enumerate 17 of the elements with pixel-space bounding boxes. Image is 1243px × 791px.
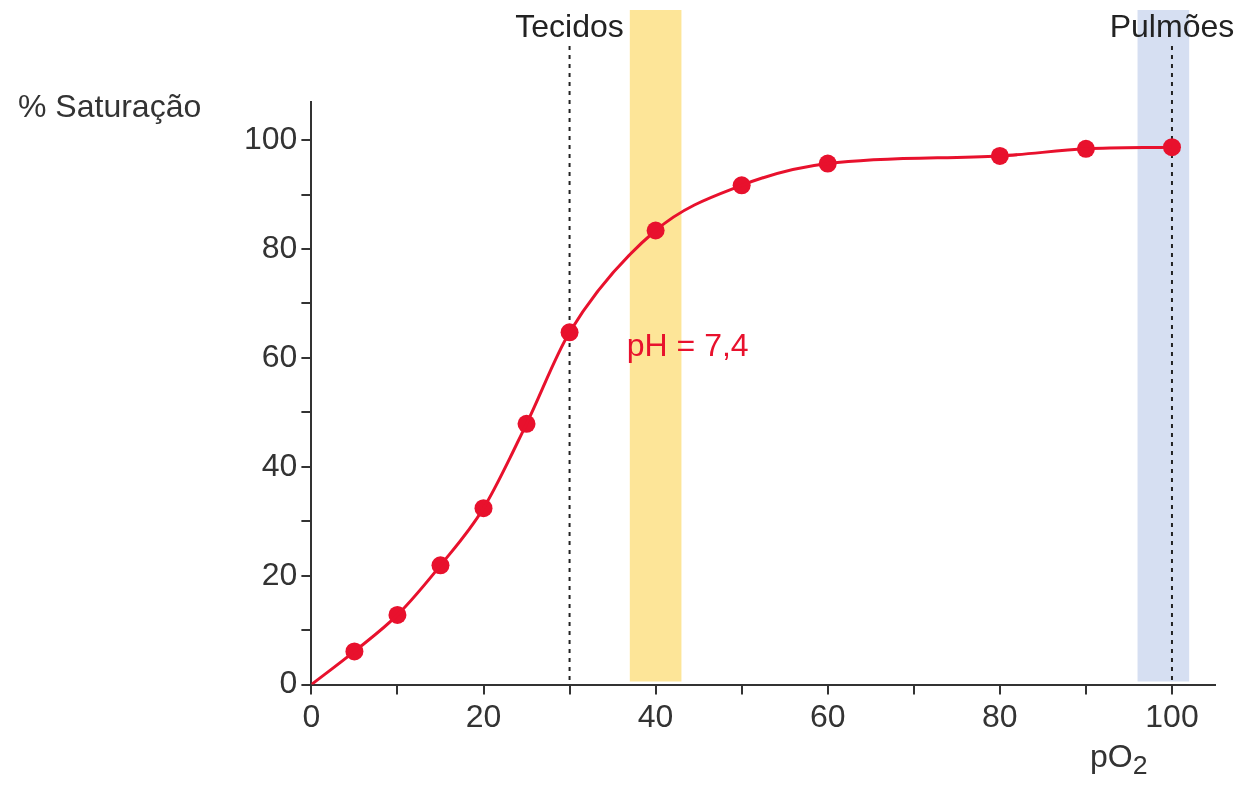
ref-line-label: Pulmões <box>1109 7 1235 44</box>
y-tick-label: 80 <box>261 228 298 265</box>
x-axis-title: pO$_{2}$ <box>1090 738 1148 782</box>
y-tick-label: 60 <box>261 337 298 374</box>
y-tick-label: 20 <box>261 555 298 592</box>
y-tick-label: 40 <box>261 446 298 483</box>
annotation: pH = 7,4 <box>626 326 749 363</box>
x-tick-label: 40 <box>637 697 674 734</box>
y-tick-label: 0 <box>279 664 298 701</box>
x-tick-label: 20 <box>465 697 502 734</box>
y-tick-label: 100 <box>244 119 298 156</box>
x-tick-label: 60 <box>809 697 846 734</box>
x-tick-label: 100 <box>1145 697 1199 734</box>
ref-line-label: Tecidos <box>515 7 624 44</box>
x-tick-label: 0 <box>302 697 321 734</box>
x-tick-label: 80 <box>982 697 1018 734</box>
y-axis-title: % Saturação <box>18 88 202 125</box>
